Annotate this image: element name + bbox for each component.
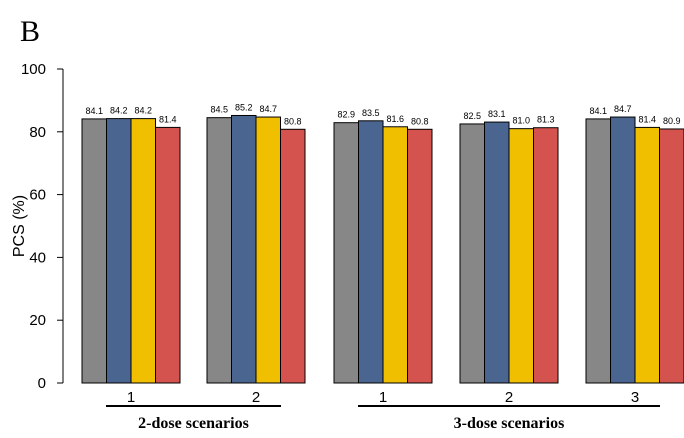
panel-label: B [20, 15, 40, 48]
y-tick-label: 100 [21, 61, 46, 78]
data-label: 84.1 [85, 106, 103, 116]
data-label: 81.4 [159, 114, 177, 124]
y-axis: 0 20 40 60 80 100 [21, 61, 64, 392]
data-label: 81.0 [512, 116, 530, 126]
y-tick-label: 20 [29, 312, 46, 329]
bar [333, 122, 359, 384]
data-label: 81.3 [537, 115, 555, 125]
data-label: 83.5 [362, 108, 380, 118]
data-label: 80.8 [411, 116, 429, 126]
y-tick-label: 60 [29, 187, 46, 204]
bar [508, 128, 534, 384]
data-label: 83.1 [488, 109, 506, 119]
bar [459, 123, 485, 384]
bar [130, 118, 156, 384]
bar [585, 118, 611, 384]
bar [407, 128, 433, 384]
y-tick-label: 40 [29, 249, 46, 266]
bar [634, 126, 660, 384]
bar [231, 114, 257, 384]
bar [255, 116, 281, 384]
x-tick-label: 3 [631, 389, 639, 406]
y-tick-label: 0 [38, 375, 46, 392]
x-tick-label: 2 [252, 389, 260, 406]
x-ticks: 1 2 1 2 3 [127, 389, 639, 406]
data-label: 84.5 [210, 105, 228, 115]
x-tick-label: 1 [379, 389, 387, 406]
data-label: 81.4 [638, 114, 656, 124]
bar [358, 120, 384, 384]
bars [81, 114, 684, 384]
data-label: 84.2 [134, 106, 152, 116]
data-label: 84.7 [259, 104, 277, 114]
group-label: 3-dose scenarios [454, 415, 565, 432]
data-label: 82.5 [463, 111, 481, 121]
bar [659, 128, 684, 384]
data-label: 85.2 [235, 102, 253, 112]
y-axis-label: PCS (%) [11, 195, 28, 257]
data-label: 84.1 [589, 106, 607, 116]
data-label: 84.2 [110, 106, 128, 116]
bar [106, 118, 132, 384]
bar [81, 118, 107, 384]
data-labels: 84.1 84.2 84.2 81.4 84.5 85.2 84.7 80.8 82.9 83.5… [85, 102, 680, 126]
group-brackets: 2-dose scenarios 3-dose scenarios [106, 405, 660, 432]
bar [610, 116, 636, 384]
data-label: 80.8 [284, 116, 302, 126]
bar [533, 127, 559, 384]
bar [484, 121, 510, 384]
data-label: 81.6 [386, 114, 404, 124]
data-label: 82.9 [337, 110, 355, 120]
bar [382, 126, 408, 384]
group-label: 2-dose scenarios [138, 415, 249, 432]
data-label: 80.9 [663, 116, 681, 126]
bar [206, 117, 232, 384]
y-tick-label: 80 [29, 124, 46, 141]
data-label: 84.7 [614, 104, 632, 114]
bar [155, 126, 181, 384]
x-tick-label: 1 [127, 389, 135, 406]
bar [280, 128, 306, 384]
x-tick-label: 2 [505, 389, 513, 406]
